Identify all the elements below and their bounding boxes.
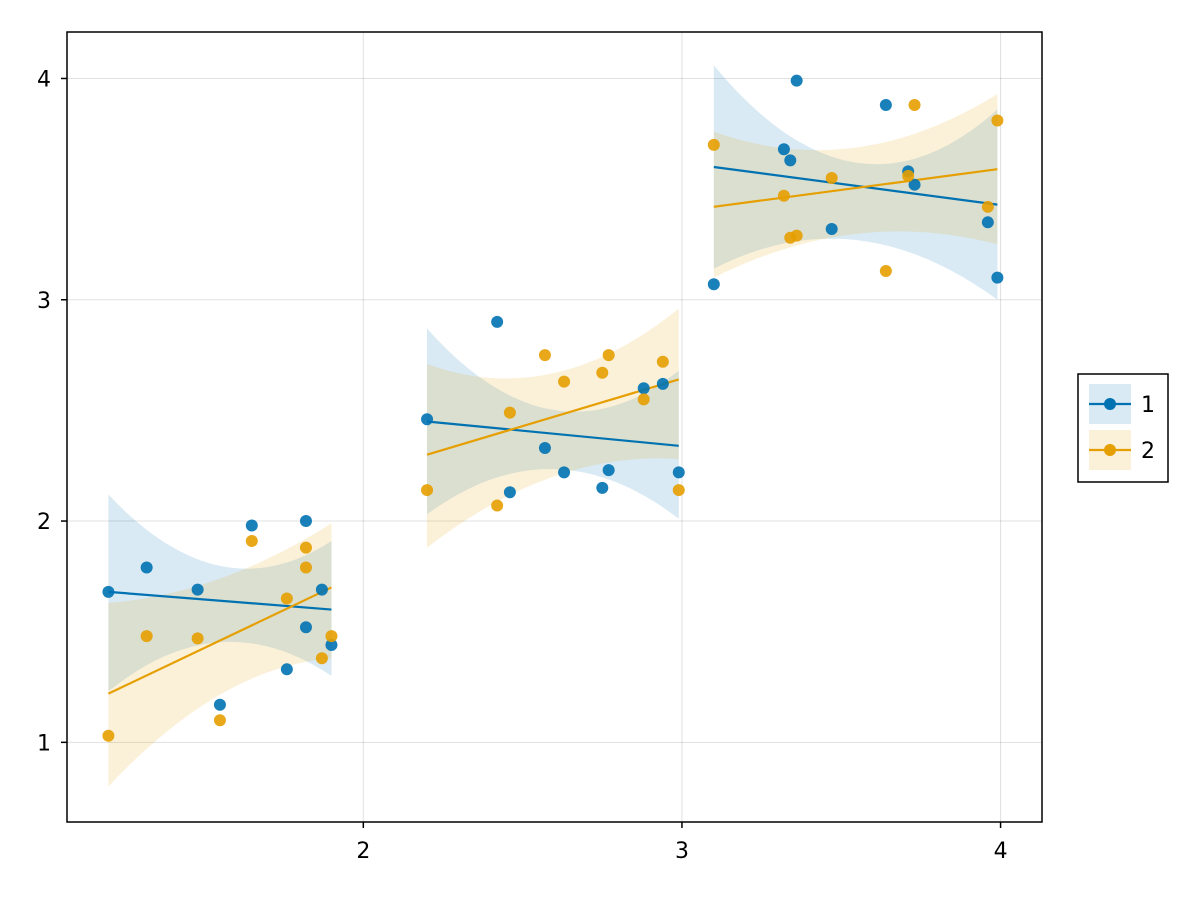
fit-line-series-2 xyxy=(107,586,332,695)
data-point-series-1 xyxy=(825,222,838,235)
data-point-series-2 xyxy=(421,484,434,497)
data-point-series-2 xyxy=(707,138,720,151)
data-point-series-2 xyxy=(672,484,685,497)
y-tick-label: 2 xyxy=(37,510,51,535)
data-point-series-1 xyxy=(707,278,720,291)
y-tick-label: 1 xyxy=(37,731,51,756)
data-point-series-1 xyxy=(213,698,226,711)
plot-area xyxy=(67,32,1042,822)
data-point-series-2 xyxy=(245,534,258,547)
data-point-series-2 xyxy=(191,632,204,645)
data-point-series-2 xyxy=(503,406,516,419)
data-point-series-1 xyxy=(879,99,892,112)
scatter-points xyxy=(102,74,1004,742)
legend: 12 xyxy=(1077,373,1169,483)
x-tick-label: 2 xyxy=(356,839,370,864)
data-point-series-1 xyxy=(672,466,685,479)
data-point-series-2 xyxy=(790,229,803,242)
data-point-series-2 xyxy=(656,355,669,368)
data-point-series-1 xyxy=(421,413,434,426)
data-point-series-1 xyxy=(602,464,615,477)
data-point-series-1 xyxy=(777,143,790,156)
fit-line-series-1 xyxy=(108,590,332,611)
data-point-series-2 xyxy=(596,366,609,379)
data-point-series-2 xyxy=(315,652,328,665)
fit-line-series-1 xyxy=(426,420,679,447)
data-point-series-2 xyxy=(102,729,115,742)
fit-line-series-2 xyxy=(426,378,680,456)
legend-swatch-marker-1 xyxy=(1104,398,1116,410)
data-point-series-2 xyxy=(777,189,790,202)
data-point-series-2 xyxy=(213,714,226,727)
data-point-series-2 xyxy=(825,172,838,185)
grid-lines xyxy=(67,32,1042,822)
data-point-series-1 xyxy=(140,561,153,574)
x-tick-label: 4 xyxy=(994,839,1008,864)
data-point-series-1 xyxy=(299,515,312,528)
data-point-series-1 xyxy=(558,466,571,479)
data-point-series-1 xyxy=(325,638,338,651)
data-point-series-1 xyxy=(538,442,551,455)
confidence-band-series-1 xyxy=(427,328,679,519)
data-point-series-1 xyxy=(102,585,115,598)
fit-line-series-1 xyxy=(713,165,998,206)
confidence-band-series-2 xyxy=(108,523,332,787)
confidence-band-series-1 xyxy=(713,65,998,300)
data-point-series-1 xyxy=(991,271,1004,284)
data-point-series-1 xyxy=(315,583,328,596)
confidence-bands xyxy=(108,65,998,787)
plot-frame xyxy=(66,31,1043,823)
data-point-series-2 xyxy=(991,114,1004,127)
data-point-series-1 xyxy=(656,377,669,390)
fit-line-series-2 xyxy=(713,168,998,208)
data-point-series-2 xyxy=(879,264,892,277)
data-point-series-1 xyxy=(299,621,312,634)
legend-label-series-2: 2 xyxy=(1141,439,1155,464)
data-point-series-1 xyxy=(245,519,258,532)
data-point-series-2 xyxy=(902,169,915,182)
data-point-series-2 xyxy=(908,99,921,112)
confidence-band-series-1 xyxy=(108,494,332,692)
data-point-series-2 xyxy=(325,630,338,643)
data-point-series-2 xyxy=(602,349,615,362)
data-point-series-2 xyxy=(491,499,504,512)
data-point-series-2 xyxy=(637,393,650,406)
data-point-series-1 xyxy=(637,382,650,395)
legend-label-series-1: 1 xyxy=(1141,393,1155,418)
data-point-series-2 xyxy=(538,349,551,362)
data-point-series-2 xyxy=(280,592,293,605)
data-point-series-2 xyxy=(140,630,153,643)
data-point-series-1 xyxy=(191,583,204,596)
x-axis-ticks: 2 3 4 xyxy=(356,822,1008,864)
data-point-series-2 xyxy=(981,200,994,213)
y-axis-ticks: 1 2 3 4 xyxy=(37,67,67,756)
data-point-series-2 xyxy=(558,375,571,388)
data-point-series-1 xyxy=(596,481,609,494)
data-point-series-1 xyxy=(784,154,797,167)
data-point-series-1 xyxy=(491,315,504,328)
data-point-series-1 xyxy=(503,486,516,499)
data-point-series-1 xyxy=(981,216,994,229)
legend-box xyxy=(1077,373,1169,483)
x-tick-label: 3 xyxy=(675,839,689,864)
data-point-series-1 xyxy=(908,178,921,191)
data-point-series-1 xyxy=(280,663,293,676)
legend-swatch-marker-2 xyxy=(1104,444,1116,456)
data-point-series-2 xyxy=(299,561,312,574)
fit-lines xyxy=(107,165,998,695)
y-tick-label: 4 xyxy=(37,67,51,92)
y-tick-label: 3 xyxy=(37,289,51,314)
data-point-series-2 xyxy=(299,541,312,554)
confidence-band-series-2 xyxy=(427,308,679,548)
data-point-series-1 xyxy=(790,74,803,87)
